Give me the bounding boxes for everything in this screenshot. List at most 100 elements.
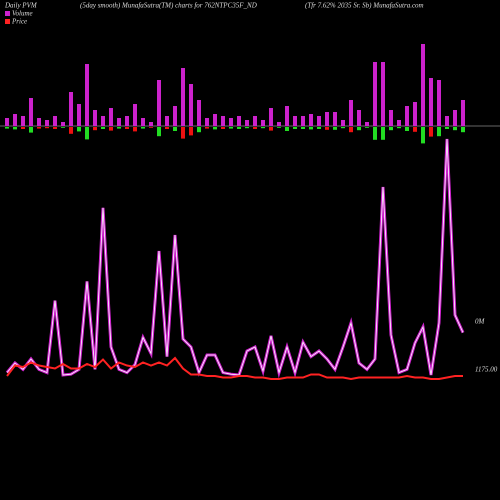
direction-bar	[93, 127, 97, 131]
volume-bar	[413, 102, 417, 126]
volume-bar	[61, 122, 65, 126]
direction-bar	[197, 127, 201, 133]
volume-bar	[85, 64, 89, 126]
direction-bar	[389, 127, 393, 131]
volume-bar	[373, 62, 377, 126]
direction-bar	[181, 127, 185, 139]
volume-bar	[109, 108, 113, 126]
direction-bar	[77, 127, 81, 132]
volume-bar	[285, 106, 289, 126]
volume-bar	[45, 120, 49, 126]
direction-bar	[437, 127, 441, 137]
direction-bar	[333, 127, 337, 130]
direction-bar	[213, 127, 217, 130]
volume-bar	[229, 118, 233, 126]
direction-bar	[373, 127, 377, 140]
direction-bar	[237, 127, 241, 129]
volume-bar	[101, 116, 105, 126]
direction-bar	[109, 127, 113, 131]
volume-bar	[365, 122, 369, 126]
volume-bar	[221, 116, 225, 126]
volume-bar	[325, 112, 329, 126]
volume-bar	[133, 104, 137, 126]
volume-bar	[13, 114, 17, 126]
direction-bar	[453, 127, 457, 131]
volume-bar	[173, 106, 177, 126]
volume-bar	[341, 120, 345, 126]
volume-bar	[53, 116, 57, 126]
volume-bar	[253, 116, 257, 126]
volume-bar	[189, 84, 193, 126]
direction-bar	[261, 127, 265, 129]
volume-bar	[77, 104, 81, 126]
direction-bar	[205, 127, 209, 129]
volume-bar	[381, 62, 385, 126]
direction-bar	[61, 127, 65, 128]
volume-bar	[37, 118, 41, 126]
volume-bar	[349, 100, 353, 126]
direction-bar	[245, 127, 249, 129]
direction-bar	[405, 127, 409, 131]
volume-bar	[21, 116, 25, 126]
direction-bar	[349, 127, 353, 133]
volume-bar	[357, 110, 361, 126]
volume-bar	[125, 116, 129, 126]
legend-label: Volume	[12, 10, 33, 18]
volume-bar	[277, 122, 281, 126]
direction-bar	[413, 127, 417, 132]
direction-bar	[397, 127, 401, 129]
volume-bar	[181, 68, 185, 126]
volume-bar	[397, 120, 401, 126]
direction-bar	[189, 127, 193, 136]
direction-bar	[69, 127, 73, 134]
direction-bar	[85, 127, 89, 140]
direction-bar	[101, 127, 105, 129]
direction-bar	[157, 127, 161, 137]
volume-bar	[317, 116, 321, 126]
direction-bar	[133, 127, 137, 132]
direction-bar	[325, 127, 329, 130]
volume-bar	[437, 80, 441, 126]
volume-bar	[157, 80, 161, 126]
price-line	[6, 356, 463, 381]
direction-bar	[421, 127, 425, 144]
direction-bar	[357, 127, 361, 131]
volume-bar	[5, 118, 9, 126]
direction-bar	[13, 127, 17, 130]
direction-bar	[221, 127, 225, 129]
direction-bar	[229, 127, 233, 129]
direction-bar	[341, 127, 345, 129]
chart-subtitle: (5day smooth) MunafaSutra(TM) charts for…	[80, 2, 257, 10]
volume-bar	[333, 112, 337, 126]
volume-bar	[237, 116, 241, 126]
direction-bar	[5, 127, 9, 129]
volume-line-core	[6, 138, 464, 376]
direction-bar	[173, 127, 177, 131]
direction-bar	[117, 127, 121, 129]
direction-bar	[165, 127, 169, 129]
volume-bar	[309, 114, 313, 126]
volume-bar	[93, 110, 97, 126]
volume-bar	[445, 116, 449, 126]
direction-bar	[429, 127, 433, 137]
volume-bar	[69, 92, 73, 126]
direction-bar	[301, 127, 305, 129]
legend-label: Price	[11, 18, 27, 26]
direction-bar	[317, 127, 321, 129]
volume-bar	[405, 106, 409, 126]
direction-bar	[285, 127, 289, 131]
direction-bar	[269, 127, 273, 131]
volume-bar	[165, 116, 169, 126]
direction-bar	[461, 127, 465, 133]
volume-bar	[205, 118, 209, 126]
direction-bar	[253, 127, 257, 129]
volume-bar	[261, 120, 265, 126]
direction-bar	[445, 127, 449, 129]
direction-bar	[29, 127, 33, 133]
volume-bar	[213, 114, 217, 126]
volume-bar	[197, 100, 201, 126]
volume-line	[5, 138, 465, 379]
volume-bar	[421, 44, 425, 126]
direction-bar	[293, 127, 297, 129]
